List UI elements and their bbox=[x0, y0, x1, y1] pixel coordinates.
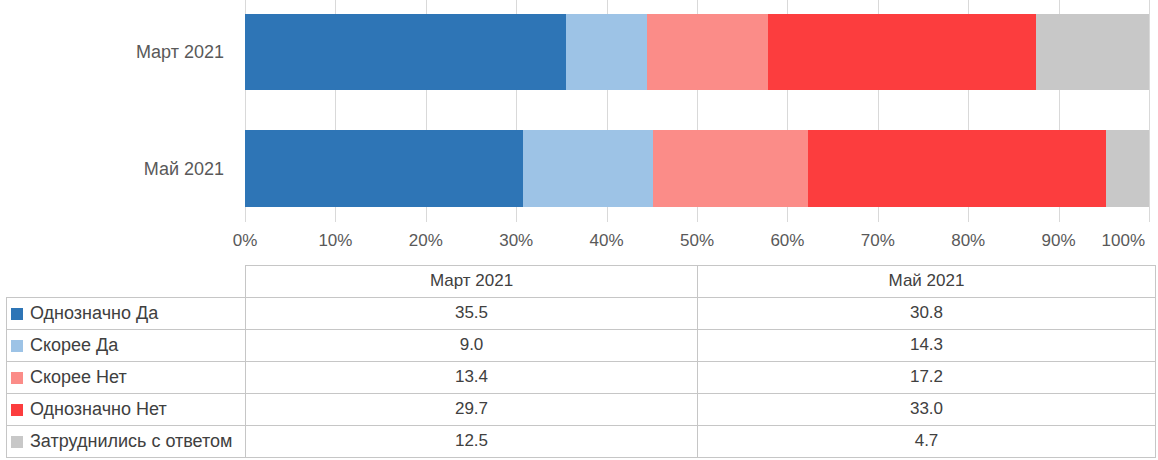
bar-segment-0-cat1 bbox=[245, 130, 523, 207]
x-axis-tick-label: 70% bbox=[833, 231, 923, 251]
bar-segment-2-cat0 bbox=[647, 14, 768, 90]
bar-segment-3-cat1 bbox=[808, 130, 1106, 207]
x-axis-tick-label: 10% bbox=[290, 231, 380, 251]
table-row: Скорее Да 9.014.3 bbox=[7, 329, 1156, 361]
legend-cell: Скорее Да bbox=[7, 329, 246, 361]
bar-segment-4-cat1 bbox=[1106, 130, 1148, 207]
table-value-cell: 9.0 bbox=[246, 329, 698, 361]
legend-cell: Затруднились с ответом bbox=[7, 425, 246, 457]
legend-label: Скорее Нет bbox=[30, 367, 127, 387]
legend-label: Однозначно Да bbox=[30, 303, 158, 323]
legend-color-swatch bbox=[11, 308, 23, 320]
bar-segment-0-cat0 bbox=[245, 14, 566, 90]
table-value-cell: 4.7 bbox=[698, 425, 1156, 457]
table-value-cell: 30.8 bbox=[698, 297, 1156, 329]
x-axis-tick-label: 80% bbox=[923, 231, 1013, 251]
table-value-cell: 17.2 bbox=[698, 361, 1156, 393]
table-row: Однозначно Нет 29.733.0 bbox=[7, 393, 1156, 425]
table-value-cell: 13.4 bbox=[246, 361, 698, 393]
table-corner-cell bbox=[7, 266, 246, 298]
table-value-cell: 35.5 bbox=[246, 297, 698, 329]
plot-area: Март 2021 Май 2021 0%10%20%30%40%50%60%70%… bbox=[0, 0, 1158, 260]
table-column-header: Март 2021 bbox=[246, 266, 698, 298]
x-axis-tick-label: 30% bbox=[471, 231, 561, 251]
table-value-cell: 14.3 bbox=[698, 329, 1156, 361]
x-axis-tick-label: 60% bbox=[742, 231, 832, 251]
category-label-0: Март 2021 bbox=[0, 40, 224, 64]
data-table: Март 2021Май 2021Однозначно Да35.530.8Ск… bbox=[6, 265, 1156, 458]
bar-segment-3-cat0 bbox=[768, 14, 1036, 90]
table-value-cell: 12.5 bbox=[246, 425, 698, 457]
bar-segment-1-cat1 bbox=[523, 130, 652, 207]
table-value-cell: 29.7 bbox=[246, 393, 698, 425]
bar-row-1 bbox=[245, 130, 1149, 207]
x-axis-tick-label: 100% bbox=[1055, 231, 1145, 251]
gridline bbox=[1149, 0, 1150, 222]
table-row: Скорее Нет 13.417.2 bbox=[7, 361, 1156, 393]
legend-cell: Однозначно Нет bbox=[7, 393, 246, 425]
category-label-1: Май 2021 bbox=[0, 157, 224, 181]
x-axis-tick-label: 50% bbox=[652, 231, 742, 251]
legend-color-swatch bbox=[11, 340, 23, 352]
legend-cell: Однозначно Да bbox=[7, 297, 246, 329]
bar-segment-4-cat0 bbox=[1036, 14, 1149, 90]
legend-color-swatch bbox=[11, 436, 23, 448]
legend-cell: Скорее Нет bbox=[7, 361, 246, 393]
bar-segment-2-cat1 bbox=[653, 130, 808, 207]
table-value-cell: 33.0 bbox=[698, 393, 1156, 425]
x-axis-tick-label: 0% bbox=[200, 231, 290, 251]
bar-row-0 bbox=[245, 14, 1149, 90]
stacked-bar-chart-with-data-table: Март 2021Май 20210%10%20%30%40%50%60%70%… bbox=[0, 0, 1158, 460]
x-axis-tick-label: 20% bbox=[381, 231, 471, 251]
table-row: Затруднились с ответом 12.54.7 bbox=[7, 425, 1156, 457]
legend-label: Скорее Да bbox=[30, 335, 118, 355]
x-axis-tick-label: 40% bbox=[562, 231, 652, 251]
table-row: Однозначно Да 35.530.8 bbox=[7, 297, 1156, 329]
legend-label: Затруднились с ответом bbox=[30, 431, 232, 451]
legend-label: Однозначно Нет bbox=[30, 399, 167, 419]
table-column-header: Май 2021 bbox=[698, 266, 1156, 298]
legend-color-swatch bbox=[11, 404, 23, 416]
table-header-row: Март 2021Май 2021 bbox=[7, 266, 1156, 298]
legend-color-swatch bbox=[11, 372, 23, 384]
bar-segment-1-cat0 bbox=[566, 14, 647, 90]
